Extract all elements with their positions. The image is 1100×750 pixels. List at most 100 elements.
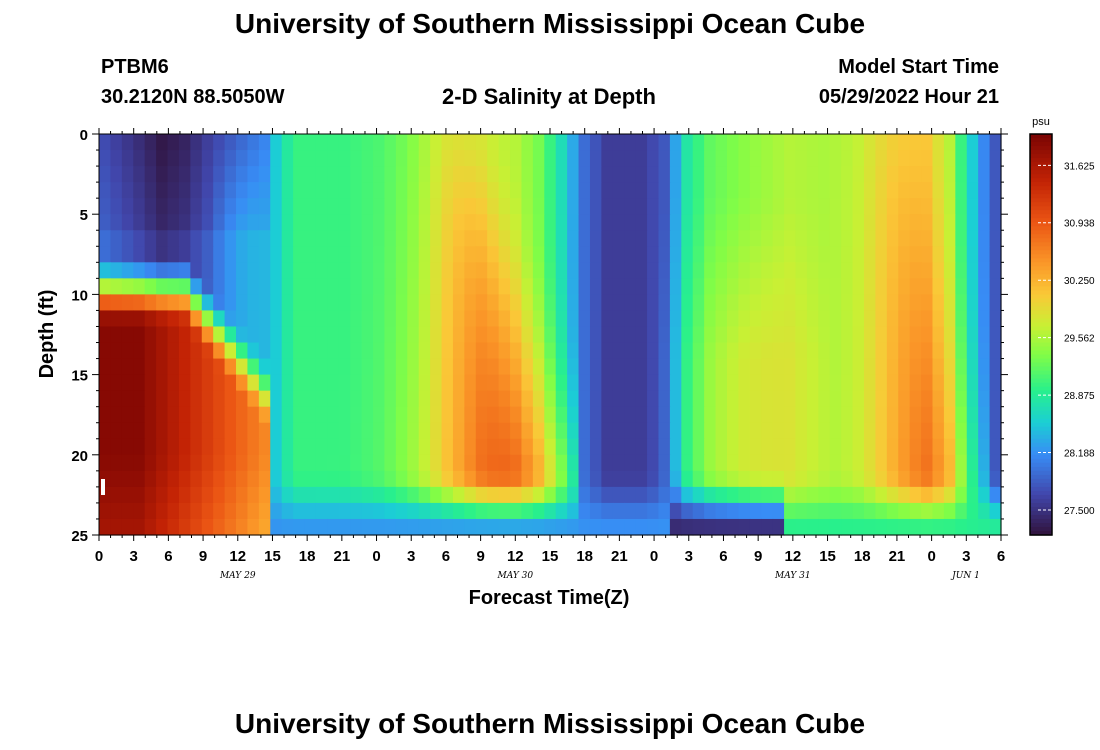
heatmap-cell	[304, 406, 317, 424]
heatmap-cell	[384, 310, 397, 328]
heatmap-cell	[567, 422, 580, 440]
heatmap-cell	[681, 262, 694, 279]
heatmap-cell	[430, 454, 443, 472]
heatmap-cell	[121, 278, 134, 295]
heatmap-cell	[521, 518, 534, 536]
heatmap-cell	[806, 246, 819, 263]
heatmap-cell	[909, 454, 922, 472]
heatmap-cell	[726, 134, 739, 151]
heatmap-cell	[601, 422, 614, 440]
heatmap-cell	[110, 182, 123, 199]
heatmap-cell	[361, 470, 374, 488]
heatmap-cell	[681, 166, 694, 183]
heatmap-cell	[601, 454, 614, 472]
heatmap-cell	[669, 358, 682, 376]
heatmap-cell	[121, 358, 134, 376]
heatmap-cell	[898, 134, 911, 151]
heatmap-cell	[544, 502, 557, 520]
heatmap-cell	[886, 230, 899, 247]
heatmap-cell	[178, 342, 191, 360]
colorbar-segment	[1030, 382, 1052, 388]
heatmap-cell	[943, 230, 956, 247]
heatmap-cell	[281, 326, 294, 344]
heatmap-cell	[190, 294, 203, 312]
colorbar-segment	[1030, 134, 1052, 139]
heatmap-cell	[304, 262, 317, 279]
y-axis-label: Depth (ft)	[36, 290, 58, 379]
heatmap-cell	[304, 438, 317, 456]
heatmap-cell	[384, 230, 397, 247]
footer-title: University of Southern Mississippi Ocean…	[234, 708, 866, 739]
marker-bar	[101, 479, 105, 495]
heatmap-cell	[178, 182, 191, 199]
heatmap-cell	[909, 438, 922, 456]
heatmap-cell	[315, 150, 328, 167]
heatmap-cell	[589, 230, 602, 247]
heatmap-cell	[167, 214, 180, 231]
heatmap-cell	[487, 422, 500, 440]
heatmap-cell	[795, 198, 808, 215]
heatmap-cell	[738, 438, 751, 456]
heatmap-cell	[738, 390, 751, 408]
colorbar-segment	[1030, 210, 1052, 215]
heatmap-cell	[852, 134, 865, 151]
heatmap-cell	[669, 454, 682, 472]
heatmap-cell	[806, 294, 819, 312]
heatmap-cell	[795, 278, 808, 295]
heatmap-cell	[315, 198, 328, 215]
heatmap-cell	[487, 294, 500, 312]
heatmap-cell	[681, 470, 694, 488]
heatmap-cell	[784, 486, 797, 504]
heatmap-cell	[224, 310, 237, 328]
heatmap-cell	[624, 214, 637, 231]
heatmap-cell	[510, 326, 523, 344]
heatmap-cell	[852, 358, 865, 376]
heatmap-cell	[304, 358, 317, 376]
heatmap-cell	[863, 326, 877, 344]
heatmap-cell	[863, 342, 877, 360]
heatmap-cell	[270, 342, 283, 360]
heatmap-cell	[795, 342, 808, 360]
heatmap-cell	[384, 454, 397, 472]
heatmap-cell	[658, 486, 671, 504]
heatmap-cell	[338, 390, 351, 408]
heatmap-cell	[293, 406, 306, 424]
heatmap-cell	[726, 438, 739, 456]
heatmap-cell	[338, 502, 351, 520]
heatmap-cell	[704, 326, 717, 344]
heatmap-cell	[521, 390, 534, 408]
heatmap-cell	[635, 342, 648, 360]
heatmap-cell	[669, 470, 682, 488]
heatmap-cell	[921, 246, 934, 263]
heatmap-cell	[806, 262, 819, 279]
heatmap-cell	[475, 246, 488, 263]
heatmap-cell	[749, 374, 762, 392]
heatmap-cell	[761, 470, 774, 488]
heatmap-cell	[510, 422, 523, 440]
heatmap-cell	[361, 422, 374, 440]
heatmap-cell	[110, 214, 123, 231]
heatmap-cell	[521, 310, 534, 328]
heatmap-cell	[818, 358, 831, 376]
heatmap-cell	[681, 214, 694, 231]
heatmap-cell	[487, 326, 500, 344]
heatmap-cell	[498, 310, 511, 328]
heatmap-cell	[909, 390, 922, 408]
heatmap-cell	[99, 422, 112, 440]
heatmap-cell	[841, 502, 854, 520]
heatmap-cell	[669, 150, 682, 167]
heatmap-cell	[532, 326, 545, 344]
heatmap-cell	[452, 438, 465, 456]
heatmap-cell	[99, 326, 112, 344]
heatmap-cell	[224, 134, 237, 151]
heatmap-cell	[658, 246, 671, 263]
heatmap-cell	[795, 486, 808, 504]
colorbar-segment	[1030, 230, 1052, 235]
heatmap-cell	[270, 390, 283, 408]
heatmap-cell	[156, 422, 169, 440]
heatmap-cell	[669, 486, 682, 504]
heatmap-cell	[99, 214, 112, 231]
heatmap-cell	[258, 374, 271, 392]
heatmap-cell	[373, 182, 386, 199]
heatmap-cell	[121, 310, 134, 328]
